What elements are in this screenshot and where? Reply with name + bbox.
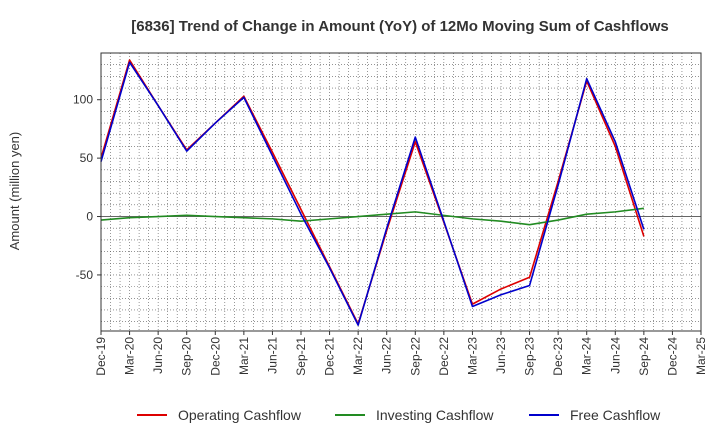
series-line-free-cashflow: [100, 61, 645, 326]
x-tick-label: Sep-20: [180, 337, 194, 376]
x-tick-label: Mar-23: [465, 337, 479, 375]
x-tick-label: Sep-24: [637, 337, 651, 376]
x-tick-label: Mar-21: [237, 337, 251, 375]
x-tick-label: Jun-24: [608, 337, 622, 374]
x-tick-label: Mar-24: [580, 337, 594, 375]
series-lines: [100, 59, 645, 326]
grid-lines: [101, 53, 701, 331]
x-tick-label: Mar-25: [694, 337, 708, 375]
plot-frame: [100, 52, 702, 332]
x-tick-label: Sep-21: [294, 337, 308, 376]
legend: Operating Cashflow Investing Cashflow Free…: [137, 407, 661, 423]
x-tick-label: Dec-20: [208, 337, 222, 376]
y-tick-label: 100: [73, 93, 93, 107]
legend-label-operating-cashflow: Operating Cashflow: [178, 407, 302, 423]
x-tick-label: Mar-20: [123, 337, 137, 375]
legend-label-investing-cashflow: Investing Cashflow: [376, 407, 494, 423]
chart-title: [6836] Trend of Change in Amount (YoY) o…: [131, 18, 669, 35]
x-tick-label: Dec-24: [665, 337, 679, 376]
y-tick-labels: 100 50 0 -50: [73, 93, 101, 282]
x-tick-label: Dec-19: [94, 337, 108, 376]
series-line-investing-cashflow: [100, 207, 644, 226]
x-tick-label: Dec-21: [323, 337, 337, 376]
x-tick-labels: Dec-19 Mar-20 Jun-20 Sep-20 Dec-20 Mar-21 Jun-…: [94, 331, 708, 376]
plot-border: [100, 52, 702, 332]
x-tick-label: Jun-23: [494, 337, 508, 374]
x-tick-label: Jun-20: [151, 337, 165, 374]
y-axis-label: Amount (million yen): [7, 132, 22, 251]
y-tick-label: 0: [86, 210, 93, 224]
x-tick-label: Mar-22: [351, 337, 365, 375]
legend-label-free-cashflow: Free Cashflow: [570, 407, 661, 423]
x-tick-label: Sep-23: [523, 337, 537, 376]
y-tick-label: 50: [80, 151, 94, 165]
y-tick-label: -50: [76, 268, 94, 282]
x-tick-label: Sep-22: [408, 337, 422, 376]
x-tick-label: Dec-22: [437, 337, 451, 376]
x-tick-label: Dec-23: [551, 337, 565, 376]
x-tick-label: Jun-21: [265, 337, 279, 374]
x-tick-label: Jun-22: [380, 337, 394, 374]
